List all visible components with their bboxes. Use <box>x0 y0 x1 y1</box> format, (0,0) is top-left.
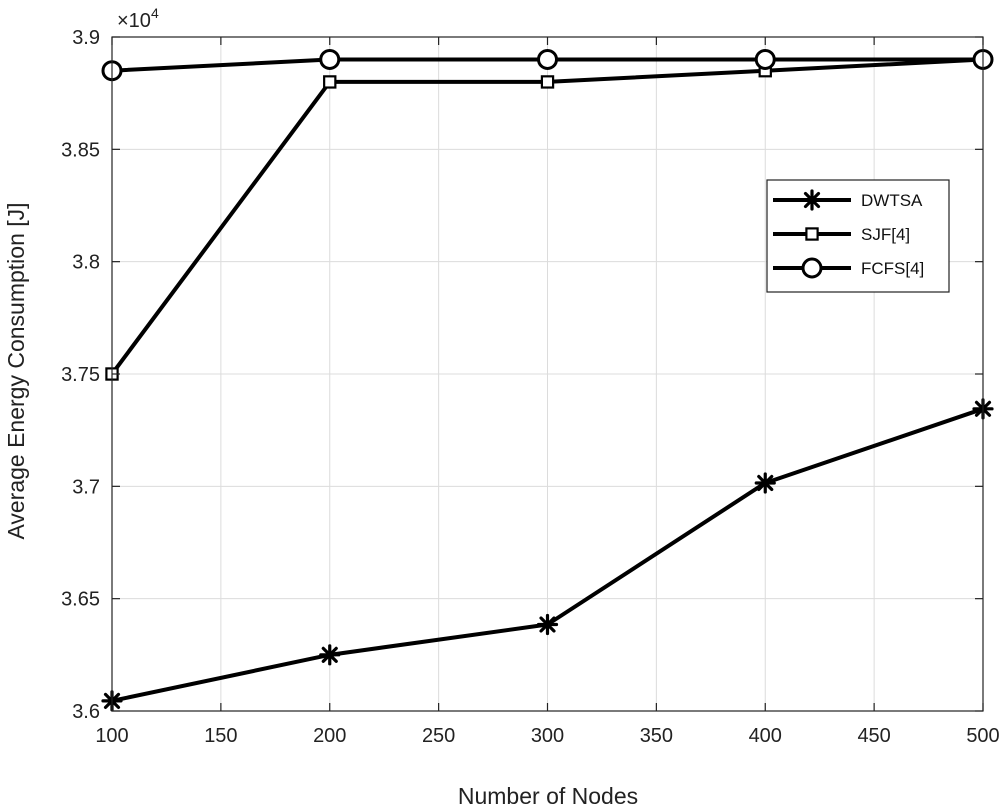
y-exponent-power: 4 <box>151 5 159 21</box>
y-tick-label: 3.7 <box>72 476 100 498</box>
x-tick-label: 300 <box>531 725 564 747</box>
y-tick-labels: 3.6 3.65 3.7 3.75 3.8 3.85 3.9 <box>61 27 100 723</box>
legend-label-dwtsa: DWTSA <box>861 191 923 210</box>
legend-item-sjf-4: SJF[4] <box>773 225 910 244</box>
legend-item-fcfs-4: FCFS[4] <box>773 257 924 279</box>
x-tick-label: 350 <box>640 725 673 747</box>
legend-label-fcfs-4: FCFS[4] <box>861 259 924 278</box>
legend-marker-dwtsa <box>801 189 823 211</box>
y-tick-label: 3.9 <box>72 27 100 49</box>
asterisk-marker-stroke <box>803 191 821 209</box>
plot-area <box>101 36 994 712</box>
square-marker-shape <box>323 75 337 89</box>
x-tick-label: 200 <box>313 725 346 747</box>
asterisk-marker-stroke <box>539 616 556 633</box>
legend-item-dwtsa: DWTSA <box>773 189 923 211</box>
circle-marker-shape <box>754 48 776 70</box>
y-axis-title: Average Energy Consumption [J] <box>3 202 29 539</box>
legend-label-sjf-4: SJF[4] <box>861 225 910 244</box>
data-point-fcfs-4 <box>319 48 341 70</box>
x-axis-title: Number of Nodes <box>458 783 638 809</box>
x-tick-label: 100 <box>95 725 128 747</box>
legend-marker-sjf-4 <box>805 227 819 241</box>
asterisk-marker-stroke <box>757 474 774 492</box>
y-exponent-label: ×104 <box>117 5 159 32</box>
legend: DWTSA SJF[4] FCFS[4] <box>766 179 950 293</box>
square-marker-shape <box>805 227 819 241</box>
data-point-sjf-4 <box>323 75 337 89</box>
y-tick-label: 3.6 <box>72 701 100 723</box>
data-point-fcfs-4 <box>754 48 776 70</box>
data-point-dwtsa <box>754 472 776 494</box>
x-tick-labels: 100 150 200 250 300 350 400 450 500 <box>95 725 999 747</box>
data-point-dwtsa <box>319 644 341 666</box>
data-point-dwtsa <box>536 613 559 636</box>
circle-marker-shape <box>537 48 558 70</box>
legend-marker-fcfs-4 <box>801 257 823 279</box>
x-tick-label: 500 <box>966 725 999 747</box>
x-tick-label: 150 <box>204 725 237 747</box>
data-point-sjf-4 <box>540 75 555 89</box>
circle-marker-shape <box>319 48 341 70</box>
y-exponent-base: ×10 <box>117 10 151 32</box>
x-tick-label: 250 <box>422 725 455 747</box>
x-tick-label: 450 <box>857 725 890 747</box>
y-tick-label: 3.75 <box>61 364 100 386</box>
axis-ticks <box>111 36 984 712</box>
circle-marker-shape <box>801 257 823 279</box>
asterisk-marker-stroke <box>321 646 338 663</box>
y-tick-label: 3.65 <box>61 589 100 611</box>
y-tick-label: 3.85 <box>61 139 100 161</box>
y-tick-label: 3.8 <box>72 252 100 274</box>
data-point-fcfs-4 <box>537 48 558 70</box>
x-tick-label: 400 <box>749 725 782 747</box>
square-marker-shape <box>540 75 555 89</box>
